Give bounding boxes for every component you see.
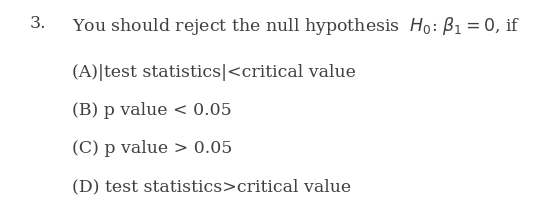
- Text: You should reject the null hypothesis  $H_0$: $\beta_1 = 0$, if: You should reject the null hypothesis $H…: [72, 15, 520, 37]
- Text: 3.: 3.: [29, 15, 46, 32]
- Text: (A)|test statistics|<critical value: (A)|test statistics|<critical value: [72, 64, 356, 81]
- Text: (B) p value < 0.05: (B) p value < 0.05: [72, 102, 232, 119]
- Text: (D) test statistics>critical value: (D) test statistics>critical value: [72, 178, 351, 195]
- Text: (C) p value > 0.05: (C) p value > 0.05: [72, 140, 232, 157]
